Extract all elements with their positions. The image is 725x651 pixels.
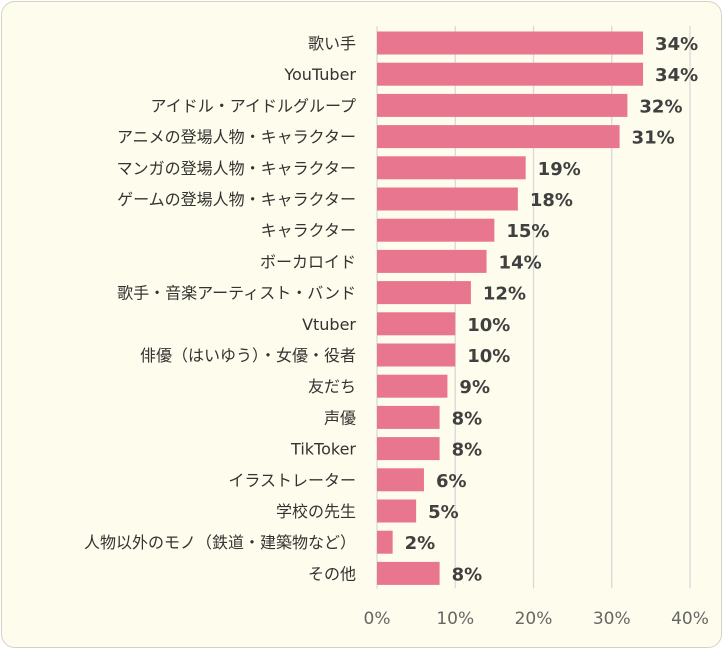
data-label: 8% xyxy=(452,440,483,461)
bar xyxy=(377,249,487,273)
category-label: 声優 xyxy=(324,408,356,427)
category-label: イラストレーター xyxy=(228,471,356,490)
category-label: 人物以外のモノ（鉄道・建築物など） xyxy=(84,533,356,552)
bar xyxy=(377,468,424,492)
bar xyxy=(377,405,440,429)
bar-layer xyxy=(377,31,644,585)
data-label: 34% xyxy=(655,65,698,86)
data-label: 2% xyxy=(405,533,436,554)
bar xyxy=(377,499,417,523)
category-label: YouTuber xyxy=(283,65,356,84)
category-label: 歌い手 xyxy=(308,34,356,53)
category-label: Vtuber xyxy=(302,315,356,334)
data-label: 32% xyxy=(639,96,682,117)
data-label: 8% xyxy=(452,564,483,585)
tick-layer: 0% 10% 20% 30% 40% xyxy=(364,609,709,629)
grid-layer xyxy=(376,26,691,589)
bar xyxy=(377,125,620,149)
category-label: アニメの登場人物・キャラクター xyxy=(117,128,356,147)
x-tick-label: 20% xyxy=(515,609,553,629)
bar xyxy=(377,31,644,55)
bar xyxy=(377,62,644,86)
data-label: 10% xyxy=(467,315,510,336)
bar xyxy=(377,343,456,367)
bar xyxy=(377,530,393,554)
data-label: 5% xyxy=(428,502,459,523)
bar xyxy=(377,281,471,305)
data-label: 14% xyxy=(499,252,542,273)
bar xyxy=(377,156,526,180)
category-label: アイドル・アイドルグループ xyxy=(151,96,356,115)
category-label: ボーカロイド xyxy=(260,252,356,271)
bar xyxy=(377,437,440,461)
data-label: 12% xyxy=(483,284,526,305)
data-label: 15% xyxy=(506,221,549,242)
x-tick-label: 0% xyxy=(364,609,391,629)
data-label: 6% xyxy=(436,471,467,492)
bar xyxy=(377,312,456,336)
data-label: 10% xyxy=(467,346,510,367)
x-tick-label: 10% xyxy=(436,609,474,629)
x-tick-label: 40% xyxy=(671,609,709,629)
bar xyxy=(377,93,628,117)
bar xyxy=(377,187,518,211)
category-label: 歌手・音楽アーティスト・バンド xyxy=(117,284,356,303)
data-label: 19% xyxy=(538,159,581,180)
bar xyxy=(377,374,448,398)
data-label: 18% xyxy=(530,190,573,211)
label-layer: 歌い手 34% YouTuber 34% アイドル・アイドルグループ 32% アニメの登場人… xyxy=(84,34,698,585)
category-label: ゲームの登場人物・キャラクター xyxy=(117,190,356,209)
category-label: マンガの登場人物・キャラクター xyxy=(117,159,356,178)
data-label: 8% xyxy=(452,408,483,429)
category-label: TikToker xyxy=(290,440,356,459)
category-label: 友だち xyxy=(308,377,356,396)
x-tick-label: 30% xyxy=(593,609,631,629)
category-label: 俳優（はいゆう）・女優・役者 xyxy=(140,346,356,365)
data-label: 31% xyxy=(632,128,675,149)
category-label: 学校の先生 xyxy=(276,502,356,521)
data-label: 9% xyxy=(459,377,490,398)
category-label: その他 xyxy=(308,564,356,583)
bar xyxy=(377,561,440,585)
data-label: 34% xyxy=(655,34,698,55)
category-label: キャラクター xyxy=(261,221,356,240)
bar xyxy=(377,218,495,242)
